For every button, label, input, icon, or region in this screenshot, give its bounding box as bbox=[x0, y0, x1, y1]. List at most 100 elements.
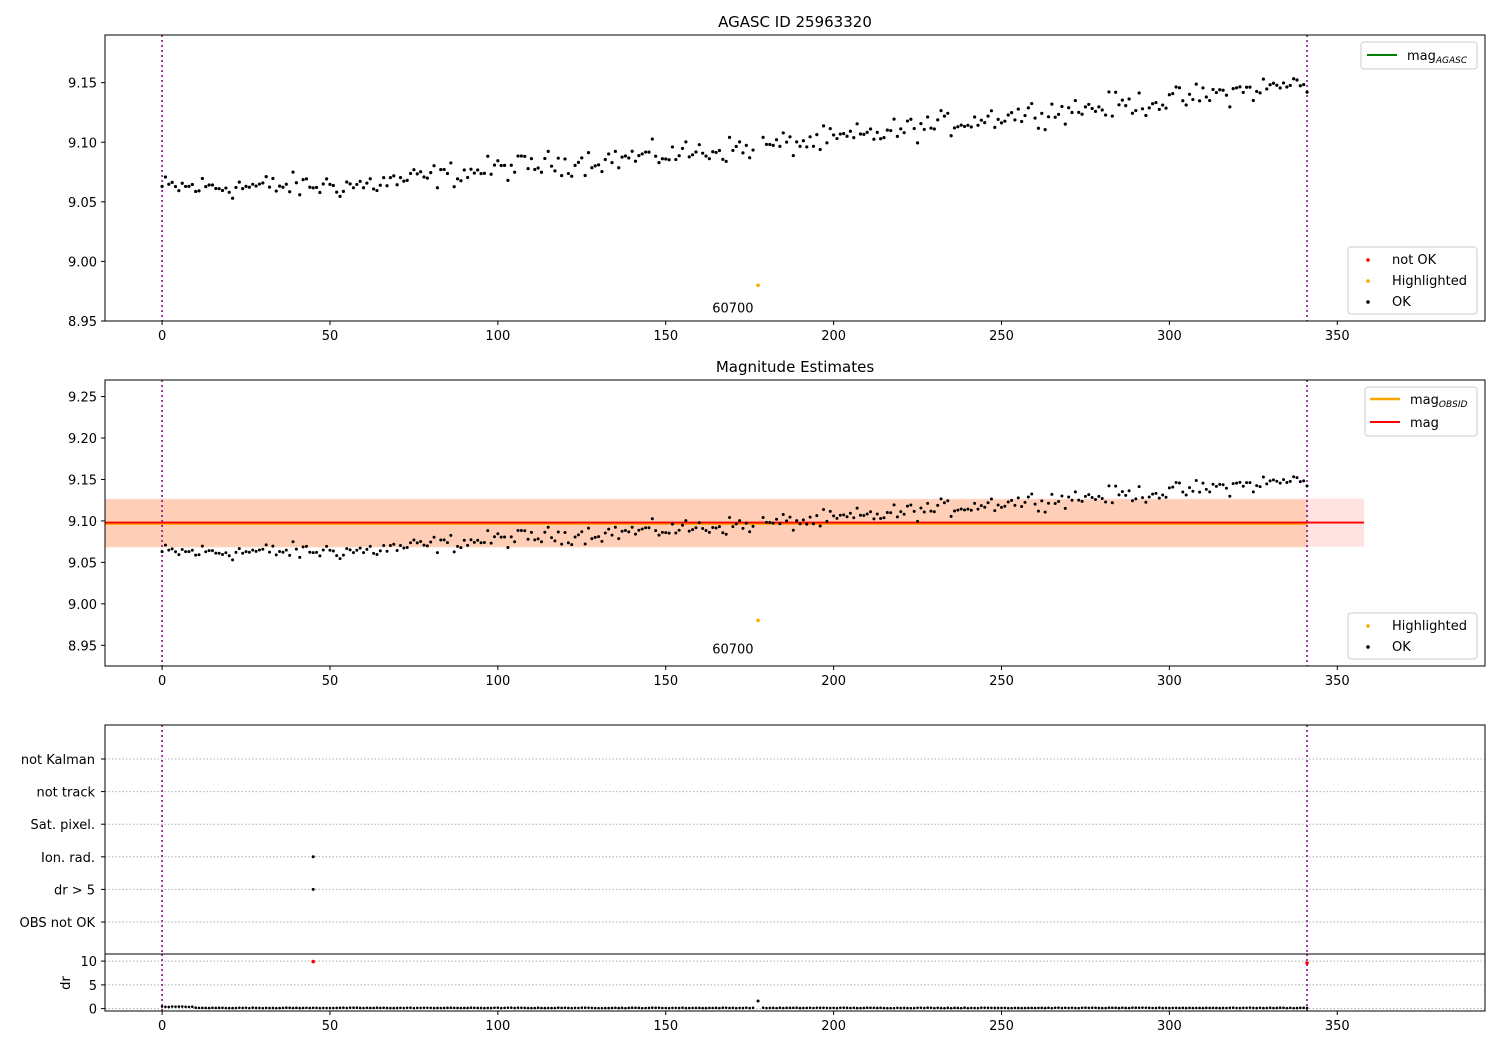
p2-ok-point-235 bbox=[956, 508, 960, 512]
dr-point-127 bbox=[587, 1006, 590, 1010]
dr-point-339 bbox=[1299, 1006, 1302, 1010]
p2-ok-point-113 bbox=[539, 540, 543, 544]
p1-ok-point-227 bbox=[929, 126, 933, 130]
p4-xtick-label-50: 50 bbox=[322, 1019, 339, 1034]
p2-ok-point-328 bbox=[1268, 479, 1272, 483]
p1-ok-point-166 bbox=[717, 148, 722, 153]
dr-point-118 bbox=[556, 1006, 560, 1010]
p2-ok-point-282 bbox=[1114, 484, 1118, 488]
p2-ok-point-257 bbox=[1030, 492, 1034, 496]
p1-ok-point-220 bbox=[905, 119, 910, 123]
p1-ok-point-40 bbox=[294, 181, 298, 185]
p1-xtick-label-100: 100 bbox=[485, 329, 510, 344]
p2-ok-point-210 bbox=[872, 517, 876, 521]
p1-ok-point-90 bbox=[462, 168, 466, 172]
p1-xtick-label-200: 200 bbox=[821, 329, 846, 344]
p2-ok-point-269 bbox=[1070, 498, 1074, 502]
p2-ok-point-21 bbox=[231, 558, 235, 562]
p1-ok-point-10 bbox=[194, 189, 198, 194]
dr-point-4 bbox=[174, 1005, 177, 1008]
dr-point-133 bbox=[607, 1006, 610, 1010]
p1-ok-point-124 bbox=[576, 160, 581, 164]
p1-ok-point-41 bbox=[298, 193, 302, 197]
p2-ok-point-110 bbox=[529, 530, 533, 534]
p2-ok-point-229 bbox=[936, 503, 940, 507]
p2-ok-point-289 bbox=[1137, 485, 1141, 489]
p2-ok-point-299 bbox=[1171, 485, 1175, 489]
p2-ok-point-191 bbox=[808, 515, 812, 519]
dr-point-77 bbox=[419, 1006, 422, 1010]
p2-ok-point-199 bbox=[835, 516, 839, 520]
p1-ok-point-199 bbox=[835, 136, 839, 141]
dr-point-80 bbox=[429, 1006, 432, 1010]
legend-marker-not-ok bbox=[1366, 258, 1370, 262]
dr-point-26 bbox=[248, 1006, 251, 1010]
p1-ok-point-184 bbox=[785, 140, 789, 144]
p1-ok-point-5 bbox=[177, 189, 181, 193]
p2-ok-point-55 bbox=[345, 547, 349, 551]
p1-ok-point-76 bbox=[415, 172, 419, 176]
p1-ok-point-327 bbox=[1265, 87, 1269, 91]
p1-ok-point-148 bbox=[657, 161, 661, 165]
dr-point-95 bbox=[479, 1006, 483, 1010]
dr-point-251 bbox=[1003, 1006, 1007, 1010]
p2-ok-point-185 bbox=[788, 515, 792, 519]
p1-ok-point-252 bbox=[1013, 118, 1017, 122]
p1-ok-point-152 bbox=[670, 145, 675, 149]
p1-ok-point-143 bbox=[640, 152, 644, 156]
p1-ok-point-45 bbox=[311, 186, 315, 190]
p2-ok-point-103 bbox=[506, 545, 510, 549]
p1-ok-point-159 bbox=[694, 150, 698, 154]
p1-ok-point-44 bbox=[308, 185, 312, 189]
p2-ok-point-245 bbox=[989, 497, 993, 501]
p2-ok-point-123 bbox=[573, 535, 577, 539]
p1-ok-point-323 bbox=[1251, 98, 1255, 103]
p2-ok-point-264 bbox=[1053, 502, 1057, 506]
svg-text:magOBSID: magOBSID bbox=[1410, 393, 1468, 410]
dr-point-90 bbox=[462, 1006, 466, 1010]
p1-ok-point-180 bbox=[771, 143, 775, 147]
p1-ok-point-219 bbox=[902, 131, 906, 135]
p1-ok-point-114 bbox=[543, 156, 547, 161]
dr-point-6 bbox=[180, 1005, 184, 1008]
dr-point-13 bbox=[204, 1006, 208, 1010]
dr-point-42 bbox=[301, 1006, 305, 1010]
p1-ok-point-141 bbox=[633, 159, 638, 163]
p2-ok-point-135 bbox=[613, 525, 617, 529]
p2-ok-point-10 bbox=[194, 553, 198, 557]
p1-ok-point-1 bbox=[163, 175, 168, 179]
dr-point-10 bbox=[194, 1006, 197, 1010]
dr-point-104 bbox=[509, 1006, 513, 1010]
p2-ok-point-53 bbox=[338, 557, 342, 561]
legend-label-highlighted: Highlighted bbox=[1392, 274, 1467, 289]
dr-point-155 bbox=[681, 1006, 684, 1010]
p1-ok-point-50 bbox=[328, 182, 332, 186]
p2-ok-point-64 bbox=[375, 553, 379, 557]
p1-ok-point-61 bbox=[365, 181, 369, 185]
p2-ok-point-60 bbox=[362, 551, 366, 555]
dr-point-295 bbox=[1151, 1006, 1154, 1010]
dr-point-76 bbox=[415, 1006, 419, 1010]
dr-point-169 bbox=[728, 1006, 731, 1010]
p1-ok-point-320 bbox=[1241, 90, 1245, 95]
legend-marker-ok-2 bbox=[1366, 645, 1370, 649]
p2-ok-point-336 bbox=[1295, 476, 1299, 480]
p2-ok-point-204 bbox=[852, 516, 856, 520]
p1-ok-point-176 bbox=[751, 148, 755, 152]
dr-point-146 bbox=[650, 1006, 654, 1010]
dr-point-294 bbox=[1147, 1006, 1151, 1010]
p1-ok-point-28 bbox=[254, 184, 258, 188]
dr-point-97 bbox=[486, 1006, 490, 1010]
p2-ok-point-120 bbox=[563, 531, 567, 535]
p2-ok-point-327 bbox=[1265, 482, 1269, 486]
p2-ok-point-24 bbox=[241, 551, 245, 555]
dr-point-306 bbox=[1188, 1006, 1191, 1010]
p2-ok-point-140 bbox=[630, 525, 634, 529]
dr-point-32 bbox=[268, 1006, 271, 1010]
dr-point-99 bbox=[493, 1006, 496, 1010]
p1-ok-point-123 bbox=[573, 163, 577, 167]
p1-ok-point-293 bbox=[1150, 102, 1155, 106]
dr-point-38 bbox=[288, 1006, 291, 1010]
dr-point-8 bbox=[187, 1005, 191, 1009]
p2-ok-point-253 bbox=[1016, 496, 1020, 500]
